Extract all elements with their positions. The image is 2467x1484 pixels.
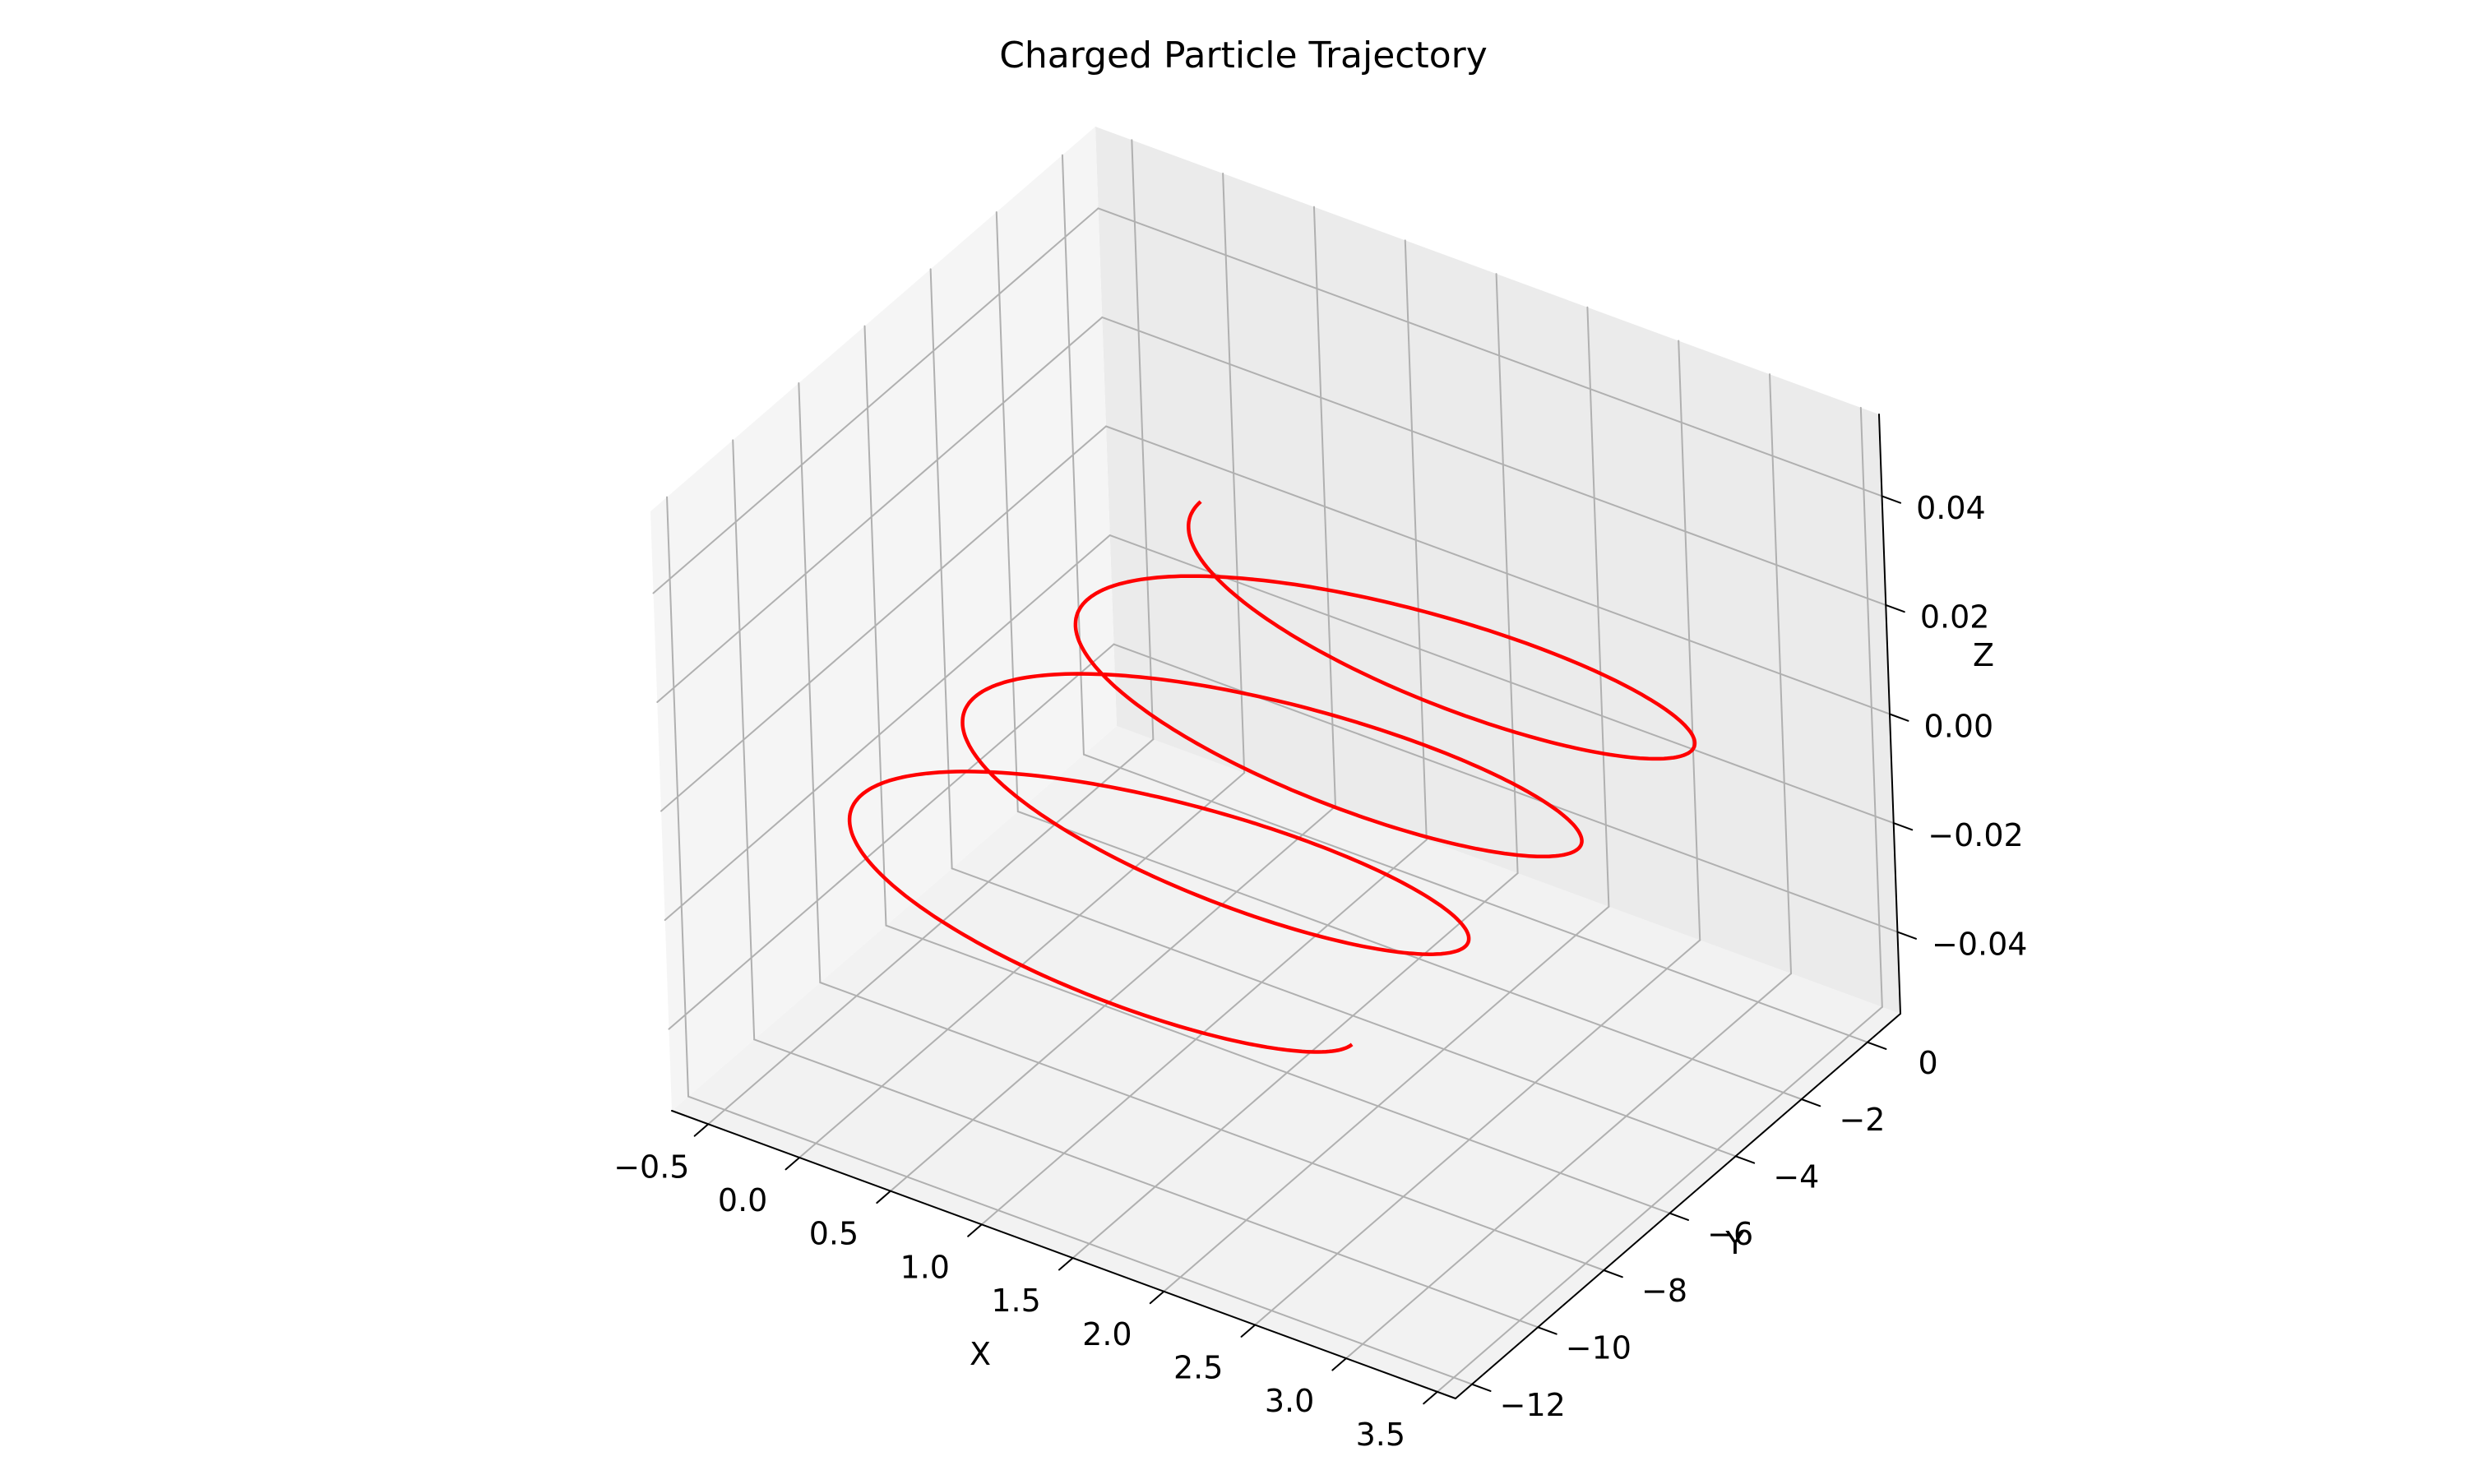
x-tick-label: 1.5 [991, 1283, 1040, 1319]
x-tick-mark [1058, 1257, 1074, 1271]
tick-labels: −0.5 0.0 0.5 1.0 1.5 2.0 2.5 3.0 3.5 0 −2 −4 −6 −8−10… [613, 490, 2027, 1453]
x-tick-label: 2.5 [1173, 1349, 1223, 1385]
y-tick-mark [1537, 1326, 1557, 1335]
y-tick-label: −12 [1500, 1387, 1566, 1423]
z-tick-label: −0.02 [1928, 817, 2023, 853]
y-tick-mark [1603, 1269, 1623, 1278]
y-gridline-floor [1016, 811, 1803, 1100]
z-gridline-back [1101, 316, 1887, 606]
y-tick-mark [1800, 1098, 1821, 1107]
z-gridline-left [656, 316, 1104, 703]
y-axis-line [1455, 1013, 1901, 1399]
x-tick-label: 2.0 [1082, 1316, 1132, 1352]
z-gridline-left [668, 643, 1115, 1030]
x-gridline-floor [1163, 905, 1610, 1292]
z-tick-mark [1892, 822, 1914, 831]
x-tick-mark [967, 1223, 983, 1237]
x-gridline-floor [707, 738, 1155, 1126]
floor-pane [672, 726, 1900, 1398]
z-tick-label: 0.04 [1916, 490, 1986, 526]
y-gridline-floor [951, 867, 1737, 1158]
y-tick-label: −8 [1641, 1273, 1687, 1309]
z-axis-label: Z [1973, 637, 1994, 673]
z-gridline-back [1097, 207, 1883, 497]
x-tick-mark [876, 1190, 891, 1204]
z-gridline-back [1109, 534, 1895, 825]
z-tick-mark [1881, 495, 1902, 504]
axis-panes [650, 127, 1900, 1398]
x-tick-mark [1423, 1390, 1438, 1405]
y-tick-mark [1471, 1383, 1492, 1392]
x-gridline-floor [889, 805, 1336, 1192]
y-tick-label: 0 [1919, 1045, 1938, 1081]
y-gridline-floor [819, 982, 1605, 1271]
y-tick-mark [1734, 1155, 1756, 1164]
y-tick-mark [1669, 1212, 1690, 1221]
x-gridline-floor [1345, 973, 1793, 1360]
y-tick-label: −6 [1707, 1216, 1753, 1252]
trajectory-line-0 [847, 500, 1697, 1054]
x-tick-mark [693, 1123, 710, 1137]
series-layer [847, 500, 1697, 1054]
x-axis-label: X [970, 1336, 991, 1372]
z-tick-label: 0.00 [1924, 708, 1994, 744]
z-gridline-left [664, 534, 1111, 922]
x-tick-mark [1149, 1290, 1165, 1305]
x-tick-label: 0.0 [718, 1182, 767, 1218]
x-tick-label: 3.0 [1265, 1383, 1314, 1419]
y-tick-label: −10 [1566, 1329, 1632, 1366]
z-tick-mark [1896, 931, 1917, 940]
z-tick-label: −0.04 [1932, 926, 2027, 962]
y-gridline-floor [885, 924, 1671, 1214]
y-tick-mark [1866, 1041, 1887, 1050]
z-gridline-back [1105, 425, 1891, 715]
tick-marks [693, 495, 1917, 1405]
z-tick-mark [1889, 713, 1909, 722]
x-axis-line [671, 1110, 1456, 1399]
x-tick-mark [1240, 1324, 1257, 1338]
x-gridline-floor [1436, 1006, 1883, 1393]
z-tick-mark [1885, 603, 1905, 613]
x-tick-mark [785, 1156, 801, 1171]
chart-title: Charged Particle Trajectory [999, 35, 1488, 76]
y-tick-label: −4 [1773, 1158, 1819, 1195]
y-gridline-floor [687, 1095, 1474, 1385]
x-gridline-floor [1254, 939, 1701, 1326]
x-tick-label: 0.5 [809, 1216, 859, 1252]
x-tick-label: 1.0 [900, 1249, 950, 1285]
x-tick-mark [1331, 1357, 1348, 1371]
z-tick-label: 0.02 [1920, 599, 1990, 636]
z-gridline-left [660, 425, 1107, 812]
x-tick-label: 3.5 [1356, 1417, 1405, 1453]
y-gridline-floor [753, 1038, 1539, 1329]
y-axis-label: Y [1724, 1225, 1745, 1261]
y-tick-label: −2 [1839, 1102, 1885, 1138]
x-tick-label: −0.5 [613, 1149, 689, 1185]
z-gridline-left [652, 207, 1099, 594]
x-gridline-floor [1072, 872, 1519, 1260]
y-gridline-floor [1082, 753, 1868, 1043]
